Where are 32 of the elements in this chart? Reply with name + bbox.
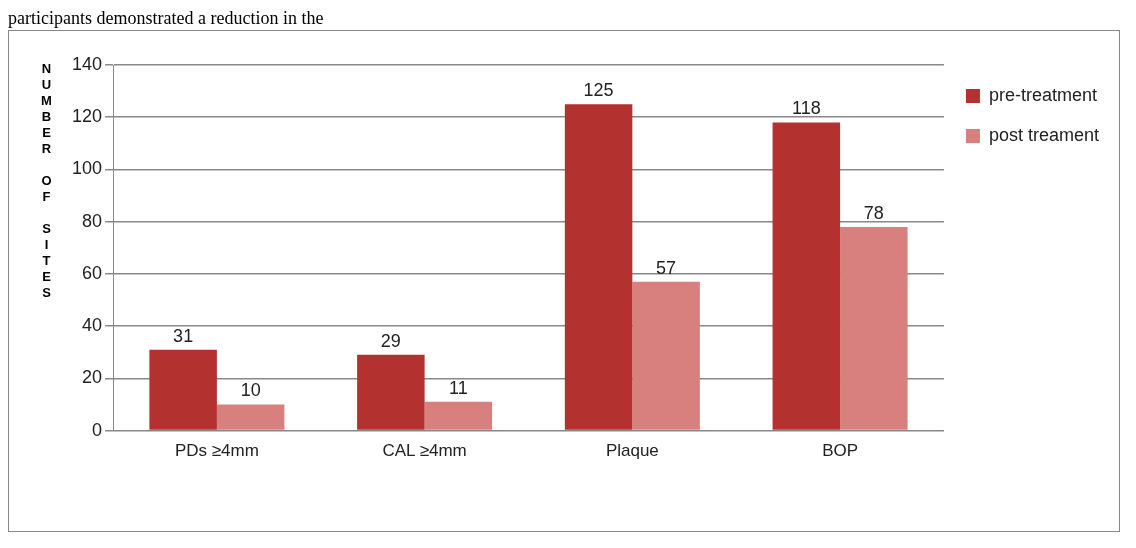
bar <box>149 349 217 430</box>
legend-label: pre-treatment <box>988 84 1097 105</box>
bar <box>216 404 285 430</box>
y-tick-label: 100 <box>71 158 103 179</box>
bar <box>772 122 841 430</box>
bar <box>357 354 425 430</box>
data-label: 31 <box>173 325 194 346</box>
x-tick-label: Plaque <box>605 441 659 461</box>
x-tick-label: CAL ≥4mm <box>382 441 467 461</box>
bar <box>424 401 493 430</box>
y-tick-label: 60 <box>82 262 103 283</box>
data-label: 11 <box>449 377 468 398</box>
data-label: 118 <box>791 98 821 119</box>
bar <box>632 281 700 430</box>
y-tick-label: 0 <box>92 419 103 440</box>
y-tick-label: 140 <box>71 53 103 74</box>
bar <box>840 226 908 430</box>
x-tick-label: BOP <box>822 441 859 461</box>
y-tick-label: 40 <box>82 315 103 336</box>
data-label: 125 <box>583 80 614 101</box>
y-tick-label: 20 <box>82 367 103 388</box>
data-label: 57 <box>656 257 677 278</box>
y-tick-label: 120 <box>71 106 103 127</box>
data-label: 29 <box>380 330 401 351</box>
y-tick-label: 80 <box>82 210 103 231</box>
y-axis-title: NUMBER OF SITES <box>39 61 54 301</box>
data-label: 78 <box>863 202 884 223</box>
bar <box>564 104 633 430</box>
data-label: 10 <box>240 380 261 401</box>
text: participants demonstrated a reduction in the <box>8 8 325 30</box>
legend-label: post treament <box>988 124 1100 145</box>
x-tick-label: PDs ≥4mm <box>174 441 259 461</box>
